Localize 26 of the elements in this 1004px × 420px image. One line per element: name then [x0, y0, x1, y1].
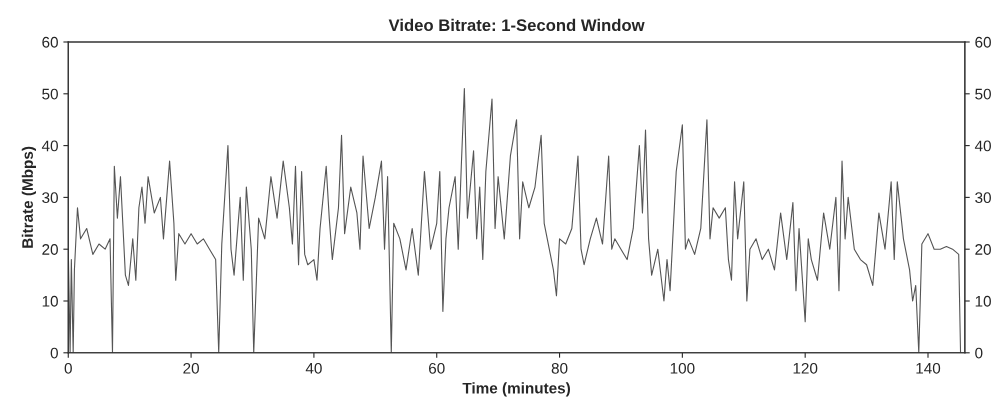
y2-tick-label: 10 [975, 295, 991, 307]
y2-tick-label: 30 [975, 192, 991, 204]
x-axis-title: Time (minutes) [462, 382, 570, 397]
y-tick-label: 10 [42, 295, 58, 307]
line-series [68, 88, 962, 353]
chart-title: Video Bitrate: 1-Second Window [388, 18, 645, 32]
y-tick-label: 0 [50, 347, 58, 359]
y2-tick-label: 20 [975, 244, 991, 255]
y2-tick-label: 50 [975, 88, 991, 100]
y2-tick-label: 40 [974, 140, 991, 152]
y-tick-label: 60 [42, 36, 58, 48]
y-tick-label: 20 [42, 244, 58, 255]
x-tick-label: 100 [670, 362, 695, 374]
y2-tick-label: 60 [975, 36, 991, 48]
x-tick-label: 120 [793, 362, 818, 374]
y-tick-label: 50 [42, 88, 58, 100]
x-tick-label: 80 [551, 362, 568, 374]
x-tick-label: 140 [916, 362, 941, 374]
y-axis-title: Bitrate (Mbps) [21, 146, 36, 248]
y-tick-label: 40 [41, 140, 58, 152]
x-tick-label: 0 [64, 362, 72, 374]
y2-tick-label: 0 [975, 347, 983, 359]
x-tick-label: 20 [183, 362, 199, 374]
y-tick-label: 30 [42, 192, 58, 204]
x-tick-label: 40 [305, 362, 322, 374]
x-tick-label: 60 [429, 362, 445, 374]
